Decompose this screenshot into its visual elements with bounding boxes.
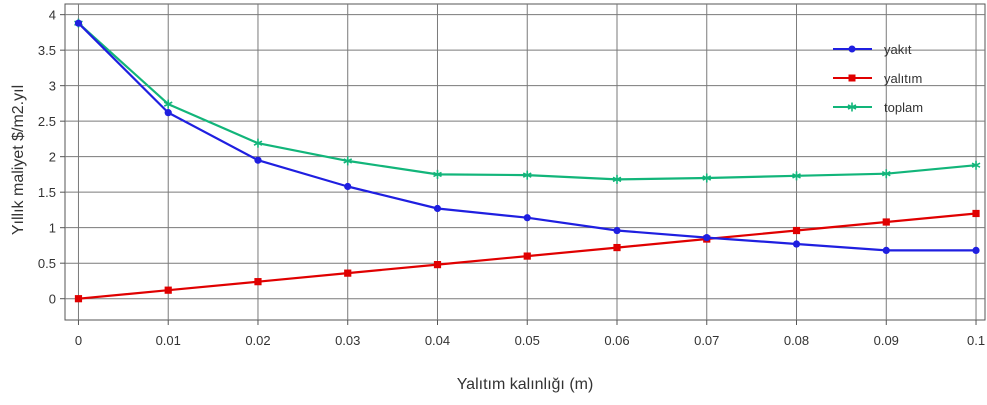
data-point-toplam (702, 173, 712, 183)
data-point-yalitim (344, 269, 352, 277)
x-tick-label: 0.07 (694, 333, 719, 348)
series-yakit (74, 19, 980, 255)
x-tick-label: 0.01 (156, 333, 181, 348)
x-axis-title: Yalıtım kalınlığı (m) (457, 376, 594, 393)
x-tick-label: 0.09 (874, 333, 899, 348)
data-point-yakit (792, 240, 801, 248)
legend-marker-yalitim (848, 74, 856, 82)
data-point-yalitim (74, 295, 83, 303)
data-point-toplam (792, 171, 801, 181)
data-point-yakit (254, 156, 262, 164)
y-tick-label: 1.5 (38, 185, 56, 200)
x-tick-label: 0.03 (335, 333, 360, 348)
y-axis-ticks: 0 0.5 1 1.5 2 2.5 3 3.5 4 (38, 8, 65, 307)
x-axis-ticks: 0 0.01 0.02 0.03 0.04 0.05 0.06 0.07 0.08 0.09 0.1 (75, 320, 985, 348)
legend-label-toplam: toplam (884, 100, 923, 115)
data-point-toplam (522, 170, 532, 180)
data-point-yakit (523, 214, 531, 222)
data-point-toplam (612, 174, 622, 184)
legend-label-yalitim: yalıtım (884, 71, 922, 86)
data-point-yakit (74, 19, 83, 27)
data-point-yakit (344, 182, 352, 191)
x-tick-label: 0.05 (515, 333, 540, 348)
legend-item-toplam: toplam (833, 100, 923, 115)
data-point-yakit (613, 226, 621, 235)
y-tick-label: 4 (49, 8, 56, 23)
x-tick-label: 0.02 (245, 333, 270, 348)
series-yalitim (74, 209, 980, 303)
data-point-yalitim (972, 209, 980, 218)
data-point-toplam (343, 156, 353, 166)
y-tick-label: 0.5 (38, 256, 56, 271)
x-tick-label: 0 (75, 333, 82, 348)
legend-item-yakit: yakıt (833, 42, 912, 57)
data-point-toplam (971, 160, 981, 170)
data-point-yakit (972, 246, 980, 255)
legend-item-yalitim: yalıtım (833, 71, 922, 86)
data-point-yalitim (433, 261, 442, 269)
plot-area (64, 3, 986, 321)
data-point-yalitim (254, 278, 262, 286)
y-axis-title: Yıllık maliyet $/m2.yıl (10, 85, 27, 235)
x-tick-label: 0.1 (967, 333, 985, 348)
data-point-yakit (882, 246, 890, 255)
series-toplam (74, 18, 981, 184)
data-point-yakit (703, 234, 711, 242)
y-tick-label: 3.5 (38, 43, 56, 58)
series-layer (74, 18, 981, 303)
legend-marker-yakit (848, 45, 856, 53)
data-point-yakit (164, 109, 172, 117)
data-point-yakit (433, 204, 442, 213)
x-tick-label: 0.06 (604, 333, 629, 348)
data-point-yalitim (613, 243, 621, 252)
y-tick-label: 2 (49, 150, 56, 165)
y-tick-label: 1 (49, 221, 56, 236)
y-tick-label: 3 (49, 79, 56, 94)
x-tick-label: 0.08 (784, 333, 809, 348)
y-tick-label: 2.5 (38, 114, 56, 129)
data-point-yalitim (882, 218, 890, 226)
legend: yakıt yalıtım toplam (833, 42, 923, 115)
data-point-yalitim (164, 286, 172, 294)
y-tick-label: 0 (49, 292, 56, 307)
data-point-yalitim (523, 252, 531, 260)
data-point-toplam (881, 169, 891, 179)
legend-label-yakit: yakıt (884, 42, 912, 57)
x-tick-label: 0.04 (425, 333, 450, 348)
legend-marker-toplam (847, 102, 857, 112)
data-point-toplam (253, 138, 263, 148)
data-point-toplam (163, 99, 173, 109)
data-point-toplam (433, 169, 442, 179)
data-point-yalitim (792, 226, 801, 235)
